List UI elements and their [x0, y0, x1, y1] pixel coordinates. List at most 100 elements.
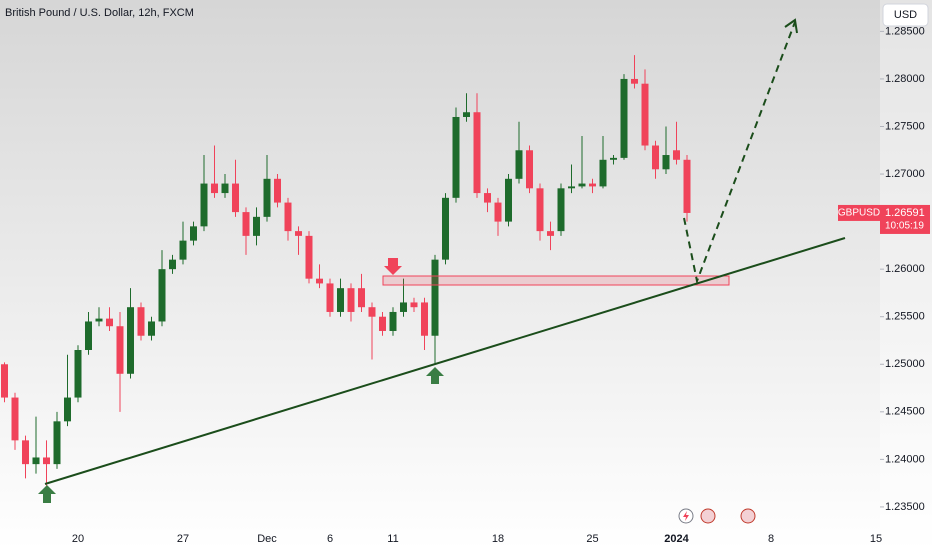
x-tick-label: 27	[177, 533, 189, 545]
candle-body	[158, 269, 166, 322]
price-axis-bg	[880, 0, 932, 550]
y-tick-label: 1.26000	[885, 263, 925, 275]
candle-body	[673, 150, 680, 160]
price-tag-label: 1.26591	[885, 207, 925, 219]
x-tick-label: 8	[768, 533, 774, 545]
candle-body	[337, 288, 344, 312]
price-axis: 1.23500 1.24000 1.24500 1.25000 1.25500 1.260…	[838, 0, 932, 550]
candle-body	[421, 302, 428, 336]
candle-body	[190, 226, 197, 241]
candle-body	[32, 457, 40, 465]
candle-body	[242, 212, 250, 236]
candle-body	[379, 316, 386, 331]
candle-body	[22, 440, 29, 465]
candle-body	[253, 216, 260, 236]
chart-title: British Pound / U.S. Dollar, 12h, FXCM	[5, 7, 194, 19]
candle-body	[494, 202, 502, 222]
y-tick-label: 1.24000	[885, 453, 925, 465]
candle-body	[400, 302, 407, 312]
candle-body	[620, 78, 628, 158]
candle-body	[683, 159, 691, 213]
candle-body	[557, 188, 565, 232]
candle-body	[64, 397, 71, 422]
y-tick-label: 1.23500	[885, 501, 925, 513]
x-tick-label: Dec	[257, 533, 277, 545]
x-tick-label: 25	[586, 533, 598, 545]
candle-body	[652, 145, 659, 170]
candle-body	[53, 421, 61, 465]
candle-body	[410, 302, 418, 308]
symbol-tag	[838, 204, 880, 221]
candle-body	[169, 259, 176, 270]
candle-body	[106, 318, 113, 327]
event-icon[interactable]	[700, 508, 716, 524]
x-tick-label: 6	[327, 533, 333, 545]
event-icon-bolt	[683, 511, 689, 521]
buy-arrow	[38, 485, 56, 503]
candle-body	[568, 186, 575, 189]
candle-body	[232, 183, 239, 213]
candle-body	[316, 278, 323, 284]
x-tick-label: 20	[72, 533, 84, 545]
candle-body	[211, 183, 218, 194]
candle-body	[547, 231, 554, 236]
y-tick-label: 1.28000	[885, 73, 925, 85]
x-tick-label: 2024	[664, 533, 689, 545]
candle-body	[641, 83, 649, 146]
candle-body	[599, 159, 607, 187]
candle-body	[148, 321, 155, 336]
candle-body	[1, 364, 8, 398]
candle-body	[305, 235, 313, 279]
y-tick-label: 1.27000	[885, 168, 925, 180]
currency-button[interactable]	[882, 3, 929, 27]
candle-body	[200, 183, 208, 227]
projection-arrowhead	[784, 18, 798, 34]
candle-body	[274, 178, 281, 203]
candle-body	[43, 457, 50, 465]
candle-body	[368, 307, 376, 317]
candle-body	[515, 150, 523, 179]
y-tick-label: 1.27500	[885, 120, 925, 132]
candle-body	[631, 78, 638, 84]
x-tick-label: 15	[870, 533, 882, 545]
symbol-tag-label: GBPUSD	[838, 208, 880, 219]
candle-body	[263, 178, 271, 217]
candle-body	[116, 326, 124, 374]
candle-body	[442, 197, 449, 260]
price-tag	[880, 204, 930, 234]
candle-body	[484, 193, 491, 203]
candle-body	[95, 318, 103, 322]
y-tick-label: 1.25000	[885, 358, 925, 370]
sell-arrow	[384, 258, 402, 275]
candle-body	[358, 288, 365, 308]
candle-body	[536, 188, 544, 232]
candle-body	[284, 202, 292, 232]
candle-body	[505, 178, 512, 222]
candle-body	[221, 183, 229, 194]
candle-body	[85, 321, 92, 350]
candle-body	[347, 288, 355, 312]
y-tick-label: 1.25500	[885, 311, 925, 323]
support-zone	[382, 275, 730, 286]
candle-body	[74, 350, 82, 398]
candle-body	[452, 116, 460, 198]
currency-label: USD	[894, 9, 917, 21]
candle-body	[431, 259, 439, 336]
buy-arrow	[426, 367, 444, 384]
countdown-label: 10:05:19	[885, 221, 924, 232]
candle-body	[11, 397, 19, 441]
event-icon[interactable]	[740, 508, 756, 524]
time-axis: 20 27 Dec 6 11 18 25 2024 8 15	[72, 533, 882, 545]
candle-body	[326, 283, 334, 312]
candle-body	[578, 183, 586, 187]
candle-body	[526, 150, 533, 189]
candle-body	[463, 112, 470, 117]
x-tick-label: 11	[387, 533, 398, 545]
candle-body	[389, 311, 397, 331]
candles	[1, 55, 691, 487]
y-tick-label: 1.24500	[885, 406, 925, 418]
x-tick-label: 18	[492, 533, 504, 545]
candle-body	[662, 155, 670, 170]
